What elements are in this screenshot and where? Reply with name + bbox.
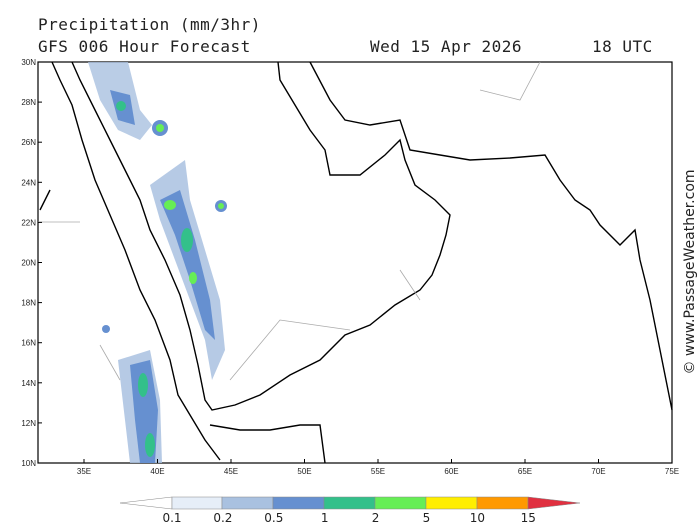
- lat-label: 14N: [21, 379, 36, 388]
- credit: © www.PassageWeather.com: [682, 169, 698, 374]
- lon-label: 55E: [371, 467, 385, 476]
- map-subtitle: GFS 006 Hour Forecast: [38, 37, 251, 56]
- longitude-labels: 35E 40E 45E 50E 55E 60E 65E 70E 75E: [77, 459, 679, 476]
- lon-label: 35E: [77, 467, 91, 476]
- latitude-labels: 30N 28N 26N 24N 22N 20N 18N 16N 14N 12N 10N: [21, 58, 42, 468]
- legend-label: 2: [372, 511, 380, 525]
- lat-label: 24N: [21, 178, 36, 187]
- lon-label: 65E: [518, 467, 532, 476]
- legend-label: 5: [423, 511, 431, 525]
- lat-label: 26N: [21, 138, 36, 147]
- lat-label: 28N: [21, 98, 36, 107]
- legend: 0.1 0.2 0.5 1 2 5 10 15: [119, 496, 581, 525]
- lat-label: 12N: [21, 419, 36, 428]
- lon-label: 75E: [665, 467, 679, 476]
- lat-label: 22N: [21, 218, 36, 227]
- lat-label: 30N: [21, 58, 36, 67]
- precipitation: [88, 62, 227, 463]
- coastlines: [39, 61, 673, 464]
- map-area: [37, 61, 673, 464]
- legend-label: 0.2: [213, 511, 232, 525]
- legend-label: 15: [521, 511, 536, 525]
- lon-label: 70E: [591, 467, 605, 476]
- legend-label: 10: [470, 511, 485, 525]
- lon-label: 45E: [224, 467, 238, 476]
- lat-label: 20N: [21, 259, 36, 268]
- borders: [38, 61, 541, 381]
- legend-label: 0.1: [162, 511, 181, 525]
- lon-label: 60E: [444, 467, 458, 476]
- legend-label: 1: [321, 511, 329, 525]
- map-title: Precipitation (mm/3hr): [38, 15, 261, 34]
- forecast-time: 18 UTC: [592, 37, 653, 56]
- forecast-date: Wed 15 Apr 2026: [370, 37, 522, 56]
- lat-label: 18N: [21, 299, 36, 308]
- lat-label: 16N: [21, 339, 36, 348]
- lon-label: 50E: [297, 467, 311, 476]
- lon-label: 40E: [150, 467, 164, 476]
- legend-label: 0.5: [264, 511, 283, 525]
- lat-label: 10N: [21, 459, 36, 468]
